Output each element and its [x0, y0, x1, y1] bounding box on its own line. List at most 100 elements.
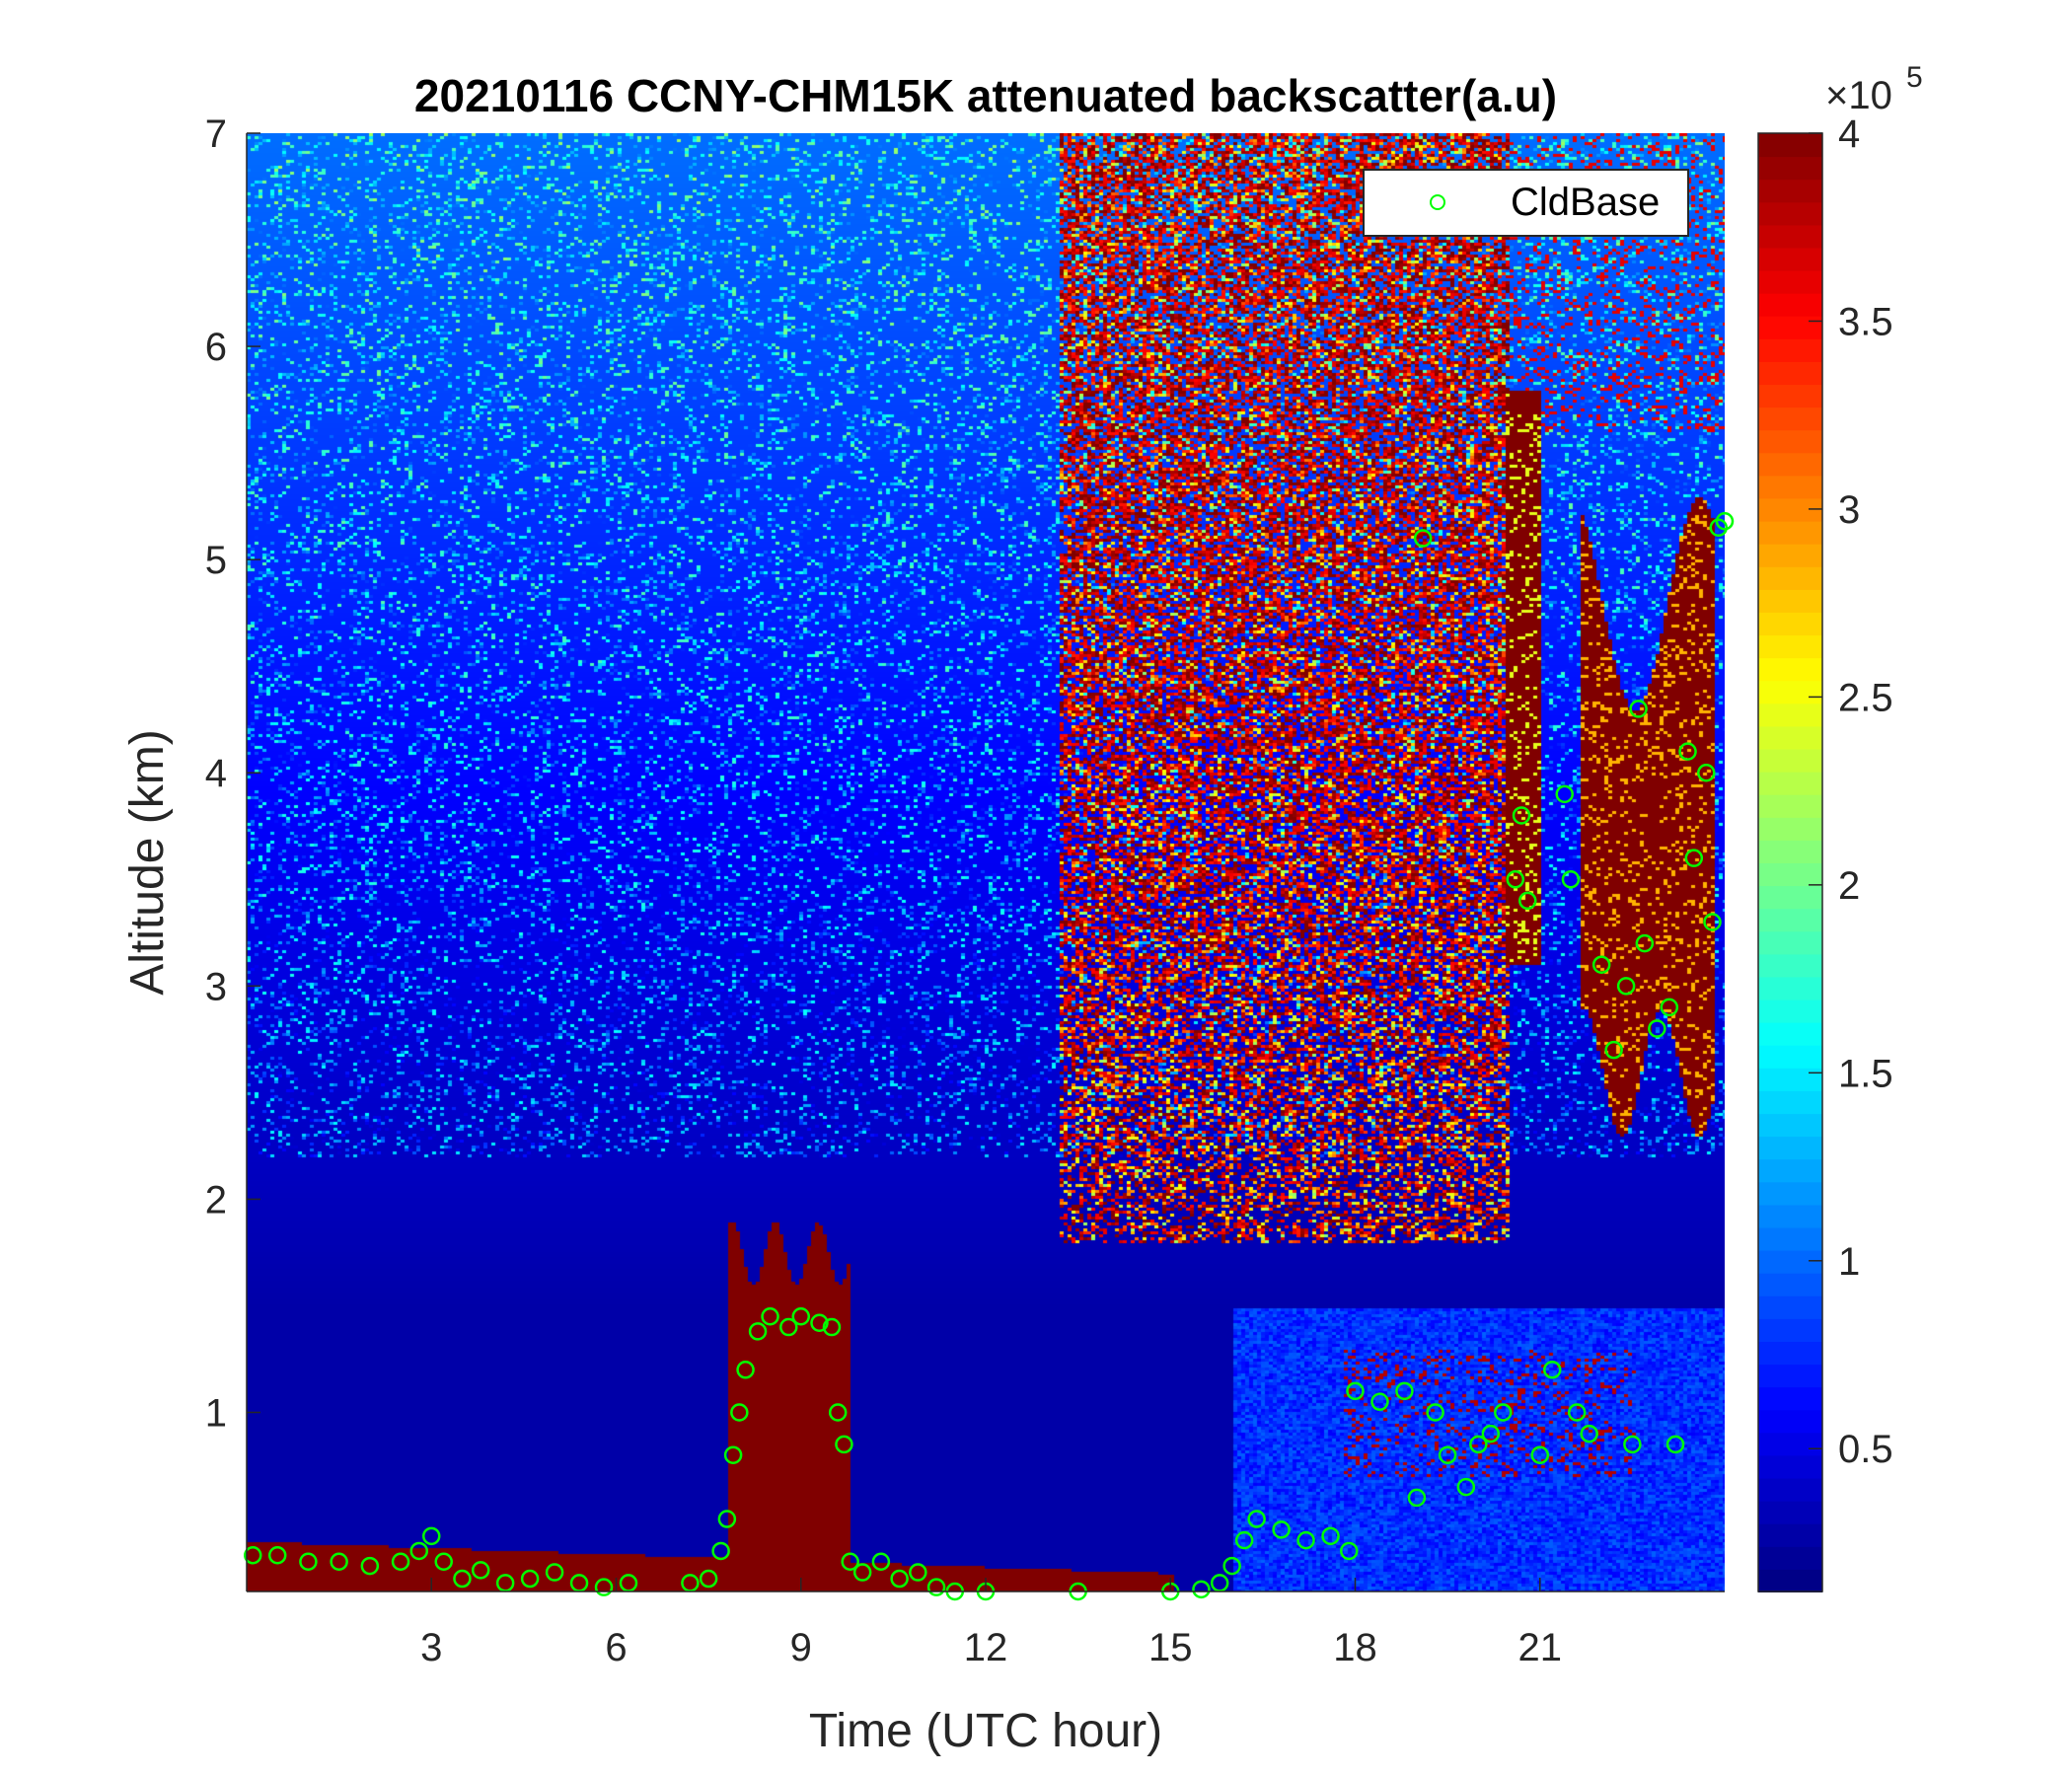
colorbar-band: [1758, 133, 1822, 158]
x-tick-label: 3: [420, 1626, 442, 1669]
cldbase-point: [1222, 1556, 1241, 1576]
colorbar-band: [1758, 565, 1822, 590]
cldbase-point: [434, 1552, 453, 1571]
colorbar-band: [1758, 1454, 1822, 1479]
cldbase-point: [909, 1563, 927, 1582]
cldbase-point: [1678, 742, 1697, 761]
y-tick-label: 6: [205, 326, 227, 369]
colorbar-band: [1758, 224, 1822, 249]
cldbase-point: [1192, 1580, 1211, 1599]
cldbase-point: [267, 1546, 287, 1565]
colorbar-band: [1758, 839, 1822, 863]
cldbase-point: [391, 1552, 410, 1571]
colorbar-band: [1758, 1089, 1822, 1115]
cldbase-point: [791, 1307, 810, 1326]
colorbar-band: [1758, 156, 1822, 181]
cldbase-point: [1395, 1381, 1414, 1401]
cldbase-point: [1518, 891, 1537, 911]
cldbase-point: [1456, 1477, 1476, 1497]
colorbar-band: [1758, 908, 1822, 932]
colorbar-band: [1758, 1340, 1822, 1366]
y-tick-label: 3: [205, 965, 227, 1008]
cldbase-point: [594, 1578, 614, 1596]
colorbar-band: [1758, 1204, 1822, 1228]
cldbase-point: [243, 1546, 262, 1565]
cldbase-point: [810, 1313, 829, 1332]
cldbase-point: [1561, 870, 1581, 889]
cldbase-point: [422, 1526, 441, 1546]
y-tick-label: 4: [205, 752, 227, 795]
cldbase-point: [1272, 1520, 1291, 1539]
x-tick-label: 6: [605, 1626, 627, 1669]
colorbar-band: [1758, 407, 1822, 431]
colorbar-band: [1758, 1364, 1822, 1388]
cldbase-point: [871, 1552, 891, 1571]
colorbar-band: [1758, 1432, 1822, 1456]
colorbar-tick-label: 3.5: [1838, 300, 1893, 343]
cldbase-point: [545, 1563, 564, 1582]
colorbar-tick-label: 4: [1838, 112, 1860, 156]
colorbar-band: [1758, 976, 1822, 1000]
cldbase-point: [748, 1322, 768, 1341]
colorbar-band: [1758, 1021, 1822, 1046]
chart-title: 20210116 CCNY-CHM15K attenuated backscat…: [413, 70, 1558, 121]
colorbar-band: [1758, 1113, 1822, 1138]
cldbase-point: [761, 1307, 779, 1326]
cldbase-point: [1635, 933, 1655, 953]
colorbar-tick-label: 2: [1838, 864, 1860, 908]
cldbase-point: [453, 1569, 472, 1589]
cldbase-point: [1591, 955, 1611, 974]
colorbar-frame: [1757, 132, 1823, 1592]
colorbar-band: [1758, 657, 1822, 682]
cldbase-point: [619, 1574, 638, 1592]
x-axis-label: Time (UTC hour): [809, 1705, 1162, 1757]
cldbase-point: [1697, 763, 1716, 782]
colorbar-band: [1758, 1181, 1822, 1206]
colorbar-band: [1758, 1545, 1822, 1570]
cldbase-point: [1660, 998, 1679, 1017]
y-tick-label: 5: [205, 539, 227, 582]
cldbase-point: [1604, 1040, 1623, 1060]
colorbar-band: [1758, 953, 1822, 978]
cldbase-point: [360, 1556, 380, 1576]
colorbar-band: [1758, 588, 1822, 613]
cldbase-point: [1469, 1435, 1488, 1454]
colorbar-band: [1758, 1158, 1822, 1183]
cldbase-point: [495, 1574, 515, 1592]
cldbase-point: [1234, 1530, 1254, 1550]
colorbar-band: [1758, 1317, 1822, 1342]
x-tick-label: 18: [1333, 1626, 1377, 1669]
y-tick-label: 1: [205, 1391, 227, 1435]
colorbar-tick-label: 0.5: [1838, 1428, 1893, 1471]
cldbase-point: [1413, 529, 1433, 548]
cldbase-point: [1506, 870, 1525, 889]
cldbase-point: [1715, 512, 1735, 531]
colorbar-band: [1758, 1500, 1822, 1524]
cldbase-point: [1530, 1445, 1549, 1464]
y-axis-label: Altitude (km): [121, 729, 174, 995]
colorbar-band: [1758, 611, 1822, 636]
colorbar-band: [1758, 1249, 1822, 1274]
colorbar-band: [1758, 1522, 1822, 1547]
cldbase-point: [1296, 1530, 1315, 1550]
cldbase-point: [1616, 977, 1636, 996]
cldbase-point: [717, 1510, 737, 1528]
colorbar-exponent-power: 5: [1906, 61, 1923, 94]
colorbar-band: [1758, 634, 1822, 659]
colorbar-band: [1758, 1409, 1822, 1434]
cldbase-point: [1648, 1019, 1666, 1038]
cldbase-point: [1703, 913, 1722, 931]
cldbase-point: [1567, 1403, 1587, 1422]
colorbar-band: [1758, 360, 1822, 386]
cldbase-point: [1346, 1381, 1365, 1401]
cldbase-point: [1623, 1435, 1642, 1454]
colorbar-band: [1758, 475, 1822, 499]
cldbase-point: [1629, 700, 1648, 718]
cldbase-point: [681, 1574, 700, 1592]
cldbase-point: [822, 1317, 842, 1337]
x-tick-label: 9: [790, 1626, 812, 1669]
cldbase-point: [1247, 1510, 1266, 1528]
cldbase-point: [1210, 1574, 1229, 1592]
colorbar-band: [1758, 1386, 1822, 1411]
